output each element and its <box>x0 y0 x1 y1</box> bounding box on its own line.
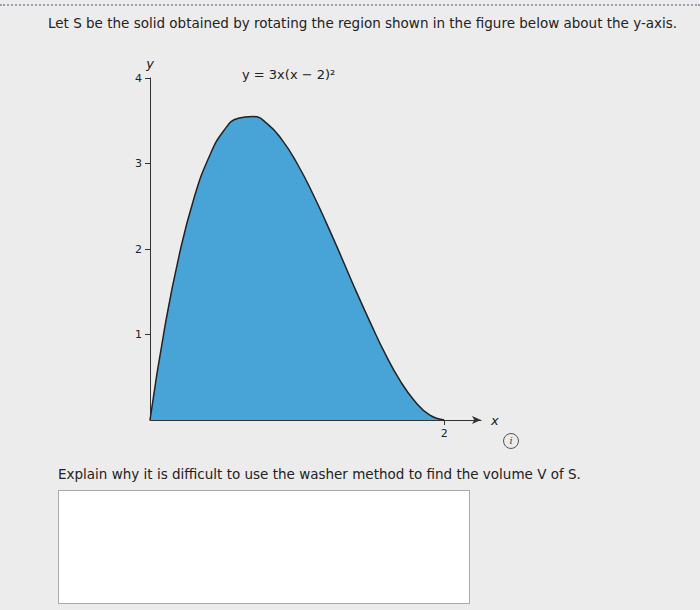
svg-text:x: x <box>490 413 499 428</box>
html-text:Explain why it is difficult to: Explain why it is difficult to use the w… <box>58 466 581 482</box>
svg-text:2: 2 <box>135 243 142 256</box>
svg-text:2: 2 <box>441 427 448 440</box>
html-text:i: i <box>509 435 513 446</box>
svg-text:3: 3 <box>135 157 142 170</box>
svg-text:1: 1 <box>135 328 142 341</box>
html-text:Let S be the solid obtained by: Let S be the solid obtained by rotating … <box>48 15 678 31</box>
svg-text:4: 4 <box>135 72 142 85</box>
svg-text:y = 3x(x − 2)²: y = 3x(x − 2)² <box>242 67 335 82</box>
svg-text:y: y <box>145 56 154 71</box>
